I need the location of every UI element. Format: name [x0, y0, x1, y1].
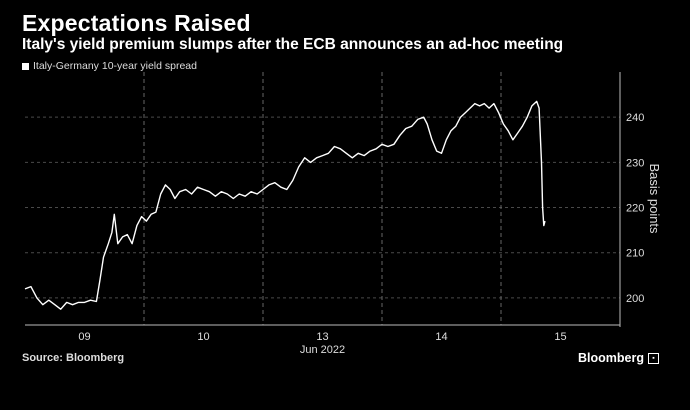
y-tick-label: 200 [626, 293, 644, 305]
x-tick-label: 09 [78, 331, 90, 343]
chart-subtitle: Italy's yield premium slumps after the E… [22, 36, 564, 53]
x-tick-label: 14 [435, 331, 447, 343]
brand-logo: Bloomberg ▪ [578, 351, 659, 365]
series-line [24, 100, 546, 310]
y-axis-label: Basis points [647, 163, 662, 234]
y-tick-label: 220 [626, 203, 644, 215]
x-tick-label: 15 [554, 331, 566, 343]
y-tick-label: 230 [626, 157, 644, 169]
x-tick-label: 13 [316, 331, 328, 343]
brand-badge-icon: ▪ [647, 352, 659, 364]
x-axis-label: Jun 2022 [300, 344, 345, 356]
y-tick-label: 210 [626, 248, 644, 260]
source-note: Source: Bloomberg [22, 352, 125, 364]
legend: Italy-Germany 10-year yield spread [22, 60, 197, 72]
x-tick-label: 10 [197, 331, 209, 343]
brand-label: Bloomberg [578, 351, 644, 365]
y-tick-label: 240 [626, 112, 644, 124]
legend-label: Italy-Germany 10-year yield spread [33, 60, 197, 72]
legend-swatch [22, 62, 29, 70]
chart-title: Expectations Raised [22, 10, 251, 36]
